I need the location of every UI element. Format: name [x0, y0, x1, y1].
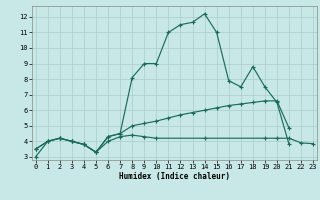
X-axis label: Humidex (Indice chaleur): Humidex (Indice chaleur) — [119, 172, 230, 181]
